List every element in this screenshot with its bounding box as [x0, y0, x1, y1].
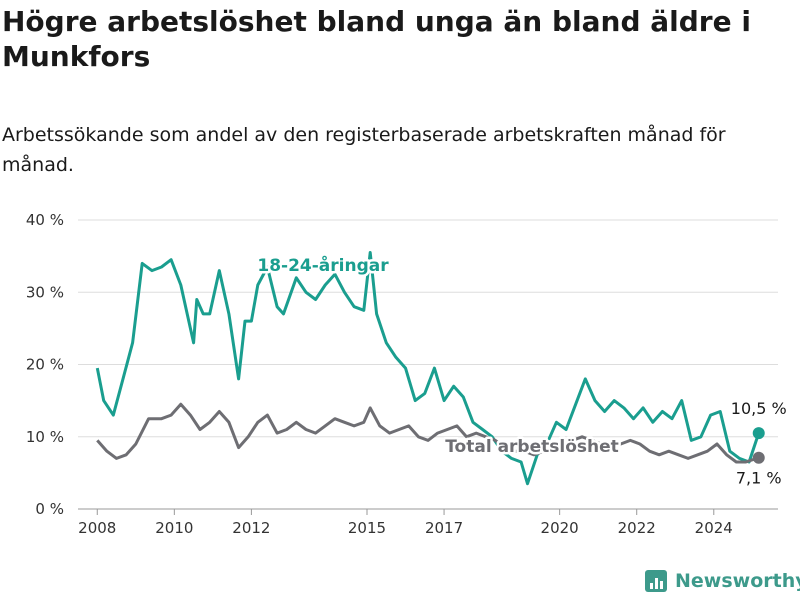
y-tick-label: 40 % [26, 211, 64, 229]
youth-end-label: 10,5 % [731, 399, 787, 418]
total-endpoint-dot [752, 451, 765, 464]
total-series-name-label: Total arbetslöshet [445, 437, 619, 457]
y-tick-label: 30 % [26, 283, 64, 301]
x-tick-label: 2010 [155, 519, 193, 537]
youth-series-name-label: 18-24-åringar [257, 254, 389, 276]
total-series-name-label-halo: Total arbetslöshet [445, 437, 619, 457]
youth-series-name-label-halo: 18-24-åringar [257, 254, 389, 276]
total-series-line [96, 402, 760, 464]
y-tick-label: 10 % [26, 428, 64, 446]
bar-chart-icon [645, 570, 667, 592]
x-tick-label: 2008 [78, 519, 116, 537]
youth-endpoint-dot [752, 427, 765, 440]
x-tick-label: 2015 [348, 519, 386, 537]
chart-subtitle: Arbetssökande som andel av den registerb… [2, 124, 726, 176]
youth-series-line [95, 251, 761, 486]
x-tick-label: 2017 [425, 519, 463, 537]
newsworthy-logo: Newsworthy [645, 570, 800, 592]
total-end-label: 7,1 % [736, 469, 782, 488]
y-tick-label: 20 % [26, 356, 64, 374]
brand-name: Newsworthy [675, 570, 800, 592]
x-tick-label: 2012 [232, 519, 270, 537]
y-tick-label: 0 % [35, 500, 64, 518]
x-tick-label: 2020 [541, 519, 579, 537]
x-tick-label: 2022 [618, 519, 656, 537]
x-tick-label: 2024 [695, 519, 733, 537]
chart-title: Högre arbetslöshet bland unga än bland ä… [2, 5, 751, 73]
